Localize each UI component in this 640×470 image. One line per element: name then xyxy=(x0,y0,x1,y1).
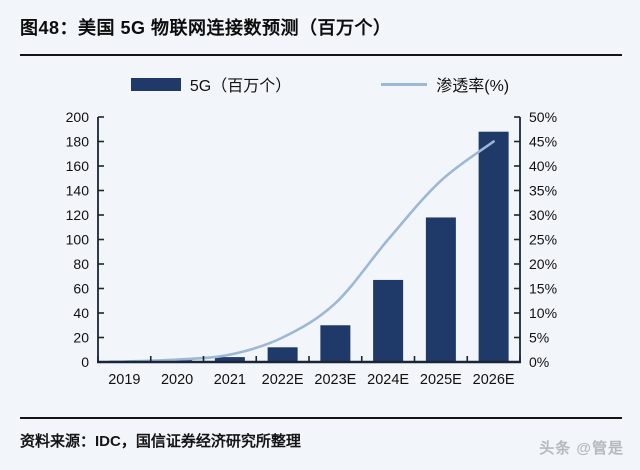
svg-text:5%: 5% xyxy=(529,330,549,346)
svg-text:0%: 0% xyxy=(529,354,549,370)
svg-text:2022E: 2022E xyxy=(262,372,304,388)
svg-text:100: 100 xyxy=(66,232,90,248)
svg-text:50%: 50% xyxy=(529,109,557,125)
svg-text:180: 180 xyxy=(66,134,90,150)
svg-text:25%: 25% xyxy=(529,232,557,248)
combo-chart: 0 20 40 60 80 100 120 140 160 180 200 0% 5% 10% 15% 20%… xyxy=(66,109,557,388)
svg-text:60: 60 xyxy=(73,281,89,297)
title-divider xyxy=(20,54,622,56)
svg-text:200: 200 xyxy=(66,109,90,125)
svg-text:45%: 45% xyxy=(529,134,557,150)
svg-text:10%: 10% xyxy=(529,305,557,321)
svg-text:0: 0 xyxy=(81,354,89,370)
svg-text:2024E: 2024E xyxy=(367,372,409,388)
legend-label-penetration: 渗透率(%) xyxy=(436,78,510,95)
legend-label-5g: 5G（百万个） xyxy=(189,78,292,95)
footer-divider xyxy=(20,417,622,419)
svg-text:80: 80 xyxy=(73,256,89,272)
svg-text:20: 20 xyxy=(73,330,89,346)
svg-text:160: 160 xyxy=(66,158,90,174)
svg-text:15%: 15% xyxy=(529,281,557,297)
legend-item-5g: 5G（百万个） xyxy=(130,72,292,96)
svg-text:2023E: 2023E xyxy=(314,372,356,388)
svg-text:2020: 2020 xyxy=(161,372,193,388)
svg-text:140: 140 xyxy=(66,183,90,199)
svg-text:40: 40 xyxy=(73,305,89,321)
watermark: 头条 @管是 xyxy=(539,440,624,457)
legend-item-penetration: 渗透率(%) xyxy=(381,72,509,96)
svg-text:20%: 20% xyxy=(529,256,557,272)
chart-legend: 5G（百万个） 渗透率(%) xyxy=(0,72,640,96)
svg-text:2025E: 2025E xyxy=(420,372,462,388)
source-note: 资料来源：IDC，国信证券经济研究所整理 xyxy=(20,433,301,450)
svg-text:30%: 30% xyxy=(529,207,557,223)
figure-title: 图48：美国 5G 物联网连接数预测（百万个） xyxy=(20,18,392,38)
svg-text:35%: 35% xyxy=(529,183,557,199)
svg-text:2019: 2019 xyxy=(108,372,140,388)
bar-series-swatch xyxy=(130,77,181,91)
svg-text:2021: 2021 xyxy=(214,372,246,388)
line-series-swatch xyxy=(381,82,428,86)
svg-text:2026E: 2026E xyxy=(473,372,515,388)
svg-text:40%: 40% xyxy=(529,158,557,174)
svg-text:120: 120 xyxy=(66,207,90,223)
